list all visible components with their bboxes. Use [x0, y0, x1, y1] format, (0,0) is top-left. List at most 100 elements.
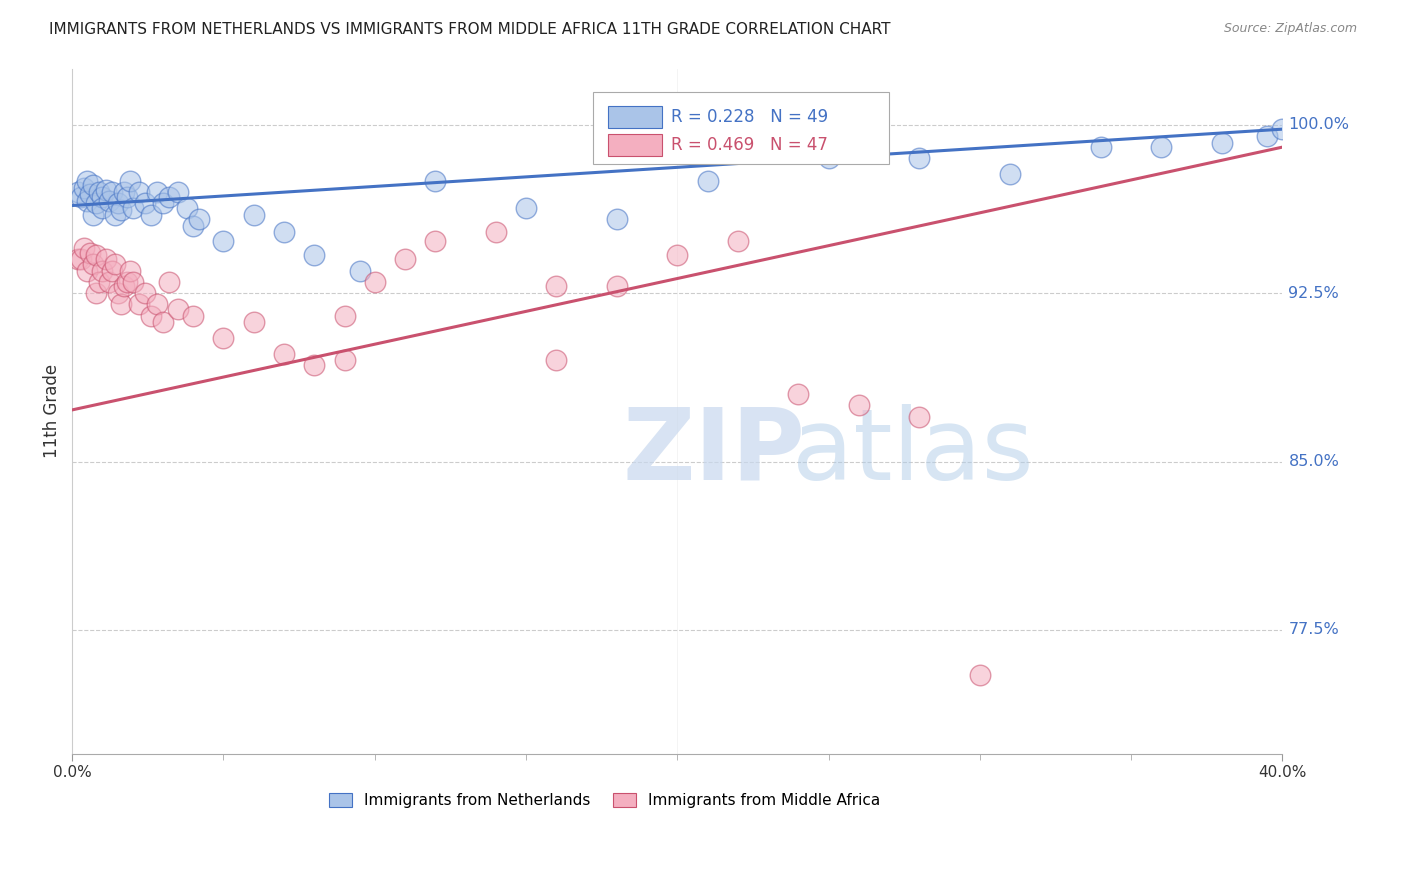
Point [76, 263, 98, 277]
Point [425, 174, 447, 188]
Point [485, 226, 508, 240]
Point [515, 201, 537, 215]
Point [606, 212, 628, 227]
Point [727, 235, 749, 249]
Point [97, 194, 120, 208]
Text: IMMIGRANTS FROM NETHERLANDS VS IMMIGRANTS FROM MIDDLE AFRICA 11TH GRADE CORRELAT: IMMIGRANTS FROM NETHERLANDS VS IMMIGRANT… [49, 22, 891, 37]
Text: 100.0%: 100.0% [1288, 117, 1350, 132]
Point [97, 275, 120, 289]
FancyBboxPatch shape [592, 93, 889, 164]
Point [998, 167, 1021, 181]
Point [304, 248, 326, 262]
Point [546, 353, 568, 368]
Point [67, 185, 90, 199]
Point [91, 189, 114, 203]
Point [110, 202, 132, 217]
Text: ZIP: ZIP [623, 403, 806, 500]
Point [167, 185, 190, 199]
Text: Source: ZipAtlas.com: Source: ZipAtlas.com [1223, 22, 1357, 36]
Point [152, 315, 174, 329]
FancyBboxPatch shape [609, 106, 662, 128]
Point [128, 185, 150, 199]
Point [107, 196, 129, 211]
Point [969, 668, 991, 682]
Text: 85.0%: 85.0% [1288, 454, 1340, 469]
Point [73, 241, 96, 255]
Point [134, 286, 156, 301]
Point [82, 257, 104, 271]
Point [76, 174, 98, 188]
Point [110, 297, 132, 311]
Point [1256, 128, 1278, 143]
Point [103, 257, 125, 271]
Point [76, 194, 98, 208]
Point [121, 201, 143, 215]
Point [86, 286, 108, 301]
Point [73, 180, 96, 194]
Point [82, 207, 104, 221]
Point [115, 189, 138, 203]
Text: 77.5%: 77.5% [1288, 623, 1339, 638]
Point [273, 226, 295, 240]
Point [121, 275, 143, 289]
Point [79, 187, 101, 202]
Point [86, 196, 108, 211]
Point [273, 347, 295, 361]
Point [100, 263, 122, 277]
Point [1090, 140, 1112, 154]
Point [112, 279, 135, 293]
Point [86, 248, 108, 262]
Point [139, 309, 162, 323]
Point [181, 309, 204, 323]
Point [364, 275, 387, 289]
Point [128, 297, 150, 311]
Point [212, 331, 235, 345]
Point [666, 248, 689, 262]
Legend: Immigrants from Netherlands, Immigrants from Middle Africa: Immigrants from Netherlands, Immigrants … [322, 787, 887, 814]
Point [242, 315, 264, 329]
Point [1271, 122, 1294, 136]
Point [67, 252, 90, 267]
Point [304, 358, 326, 372]
Point [91, 263, 114, 277]
Point [103, 207, 125, 221]
Point [100, 185, 122, 199]
Point [242, 207, 264, 221]
Point [181, 219, 204, 233]
Point [139, 207, 162, 221]
Point [70, 252, 93, 267]
Point [91, 201, 114, 215]
Point [146, 297, 169, 311]
Point [152, 196, 174, 211]
Point [696, 174, 718, 188]
Point [89, 185, 111, 199]
Text: atlas: atlas [792, 403, 1033, 500]
Point [349, 263, 371, 277]
Point [1211, 136, 1233, 150]
Point [134, 196, 156, 211]
Point [787, 387, 810, 401]
Point [908, 409, 931, 424]
Point [606, 279, 628, 293]
Point [167, 301, 190, 316]
Text: R = 0.469   N = 47: R = 0.469 N = 47 [671, 136, 828, 153]
Point [157, 275, 180, 289]
Point [94, 252, 117, 267]
FancyBboxPatch shape [609, 134, 662, 156]
Point [112, 185, 135, 199]
Point [212, 235, 235, 249]
Point [333, 309, 356, 323]
Point [176, 201, 198, 215]
Point [908, 152, 931, 166]
Point [333, 353, 356, 368]
Point [546, 279, 568, 293]
Y-axis label: 11th Grade: 11th Grade [44, 364, 60, 458]
Point [107, 286, 129, 301]
Point [118, 174, 141, 188]
Point [1150, 140, 1173, 154]
Point [157, 189, 180, 203]
Point [188, 212, 211, 227]
Point [79, 245, 101, 260]
Text: 92.5%: 92.5% [1288, 285, 1339, 301]
Point [848, 398, 870, 412]
